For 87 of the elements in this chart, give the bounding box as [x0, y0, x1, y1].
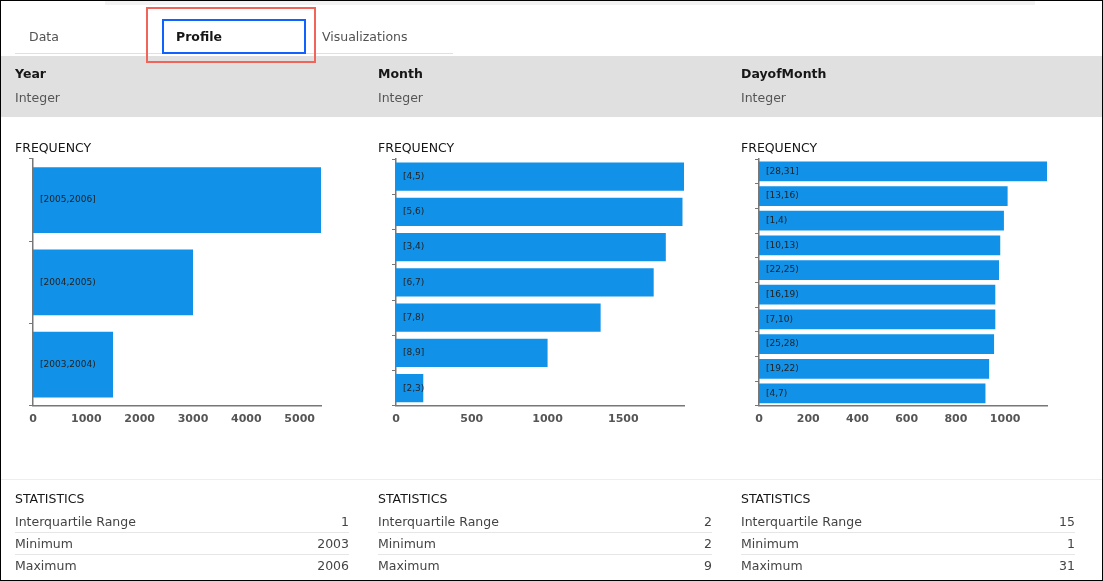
y-tick-label: [3,4): [403, 241, 425, 252]
chart-subtitle: Integer: [741, 90, 787, 105]
bar: [396, 338, 548, 368]
bar: [759, 358, 990, 379]
y-tick-label: [7,10): [766, 313, 794, 324]
bar: [759, 309, 996, 330]
y-tick-label: [28,31]: [766, 165, 799, 176]
text: 2: [704, 535, 712, 553]
text: STATISTICS: [741, 491, 812, 506]
chart-title: DayofMonth: [741, 66, 828, 81]
x-tick-label: 1000: [71, 412, 102, 426]
text: FREQUENCY: [15, 140, 93, 155]
x-tick-label: 600: [895, 412, 919, 426]
y-tick-label: [2004,2005): [40, 276, 96, 287]
y-tick-label: [7,8): [403, 312, 425, 322]
bar: [396, 233, 666, 262]
text: 2: [704, 513, 712, 531]
x-tick-label: 0: [755, 412, 764, 426]
chart-title: Month: [378, 66, 424, 81]
bar: [759, 161, 1047, 182]
text: Interquartile Range: [741, 513, 862, 531]
x-tick-label: 2000: [124, 412, 156, 426]
text: Interquartile Range: [15, 513, 136, 531]
y-tick-label: [4,5): [403, 170, 425, 181]
x-tick-label: 3000: [177, 412, 209, 426]
y-tick-label: [1,4): [766, 215, 788, 226]
text: 2006: [317, 557, 349, 575]
bar: [759, 210, 1004, 231]
text: 31: [1059, 557, 1075, 575]
x-tick-label: 1500: [608, 412, 640, 426]
text: 9: [704, 557, 712, 575]
bar: [33, 167, 321, 234]
x-tick-label: 400: [845, 412, 870, 426]
text: FREQUENCY: [741, 140, 819, 155]
y-tick-label: [5,6): [403, 206, 425, 217]
bar: [396, 197, 683, 226]
x-tick-label: 5000: [284, 412, 316, 426]
text: Minimum: [378, 535, 436, 553]
text: Data: [29, 29, 59, 44]
y-tick-label: [19,22): [766, 363, 799, 374]
text: 2003: [317, 535, 349, 553]
x-tick-label: 0: [392, 412, 401, 426]
text: Interquartile Range: [378, 513, 499, 531]
text: Maximum: [741, 557, 803, 575]
text: Maximum: [378, 557, 440, 575]
x-tick-label: 1000: [989, 412, 1021, 426]
bar: [759, 260, 999, 280]
text: Visualizations: [322, 29, 408, 44]
y-tick-label: [2005,2006]: [40, 194, 96, 205]
bar: [33, 249, 193, 316]
text: 15: [1059, 513, 1075, 531]
x-tick-label: 4000: [231, 412, 262, 426]
text: STATISTICS: [378, 491, 449, 506]
text: Profile: [176, 29, 222, 44]
text: Minimum: [741, 535, 799, 553]
chart-subtitle: Integer: [378, 90, 424, 105]
y-tick-label: [2003,2004): [40, 359, 96, 370]
text: FREQUENCY: [378, 140, 456, 155]
x-tick-label: 500: [460, 412, 484, 426]
chart-subtitle: Integer: [15, 90, 61, 105]
x-tick-label: 800: [944, 412, 968, 426]
bar: [759, 235, 1001, 256]
y-tick-label: [22,25): [766, 264, 799, 275]
bar: [396, 268, 654, 297]
y-tick-label: [10,13): [766, 239, 799, 250]
chart-title: Year: [15, 66, 47, 81]
y-tick-label: [13,16): [766, 190, 799, 201]
bar: [396, 303, 601, 332]
text: Maximum: [15, 557, 77, 575]
x-tick-label: 0: [29, 412, 38, 426]
x-tick-label: 200: [796, 412, 821, 426]
text: Minimum: [15, 535, 73, 553]
y-tick-label: [4,7): [766, 387, 788, 398]
text: STATISTICS: [15, 491, 86, 506]
text: 1: [1067, 535, 1075, 553]
y-tick-label: [16,19): [766, 289, 799, 300]
bar: [759, 284, 996, 305]
text: 1: [341, 513, 349, 531]
bar: [396, 162, 684, 191]
y-tick-label: [6,7): [403, 276, 425, 287]
y-tick-label: [8,9]: [403, 347, 425, 358]
bar: [759, 383, 986, 404]
bar: [759, 334, 995, 354]
bar: [759, 186, 1008, 206]
bar: [33, 331, 113, 398]
y-tick-label: [25,28): [766, 338, 799, 349]
x-tick-label: 1000: [532, 412, 564, 426]
